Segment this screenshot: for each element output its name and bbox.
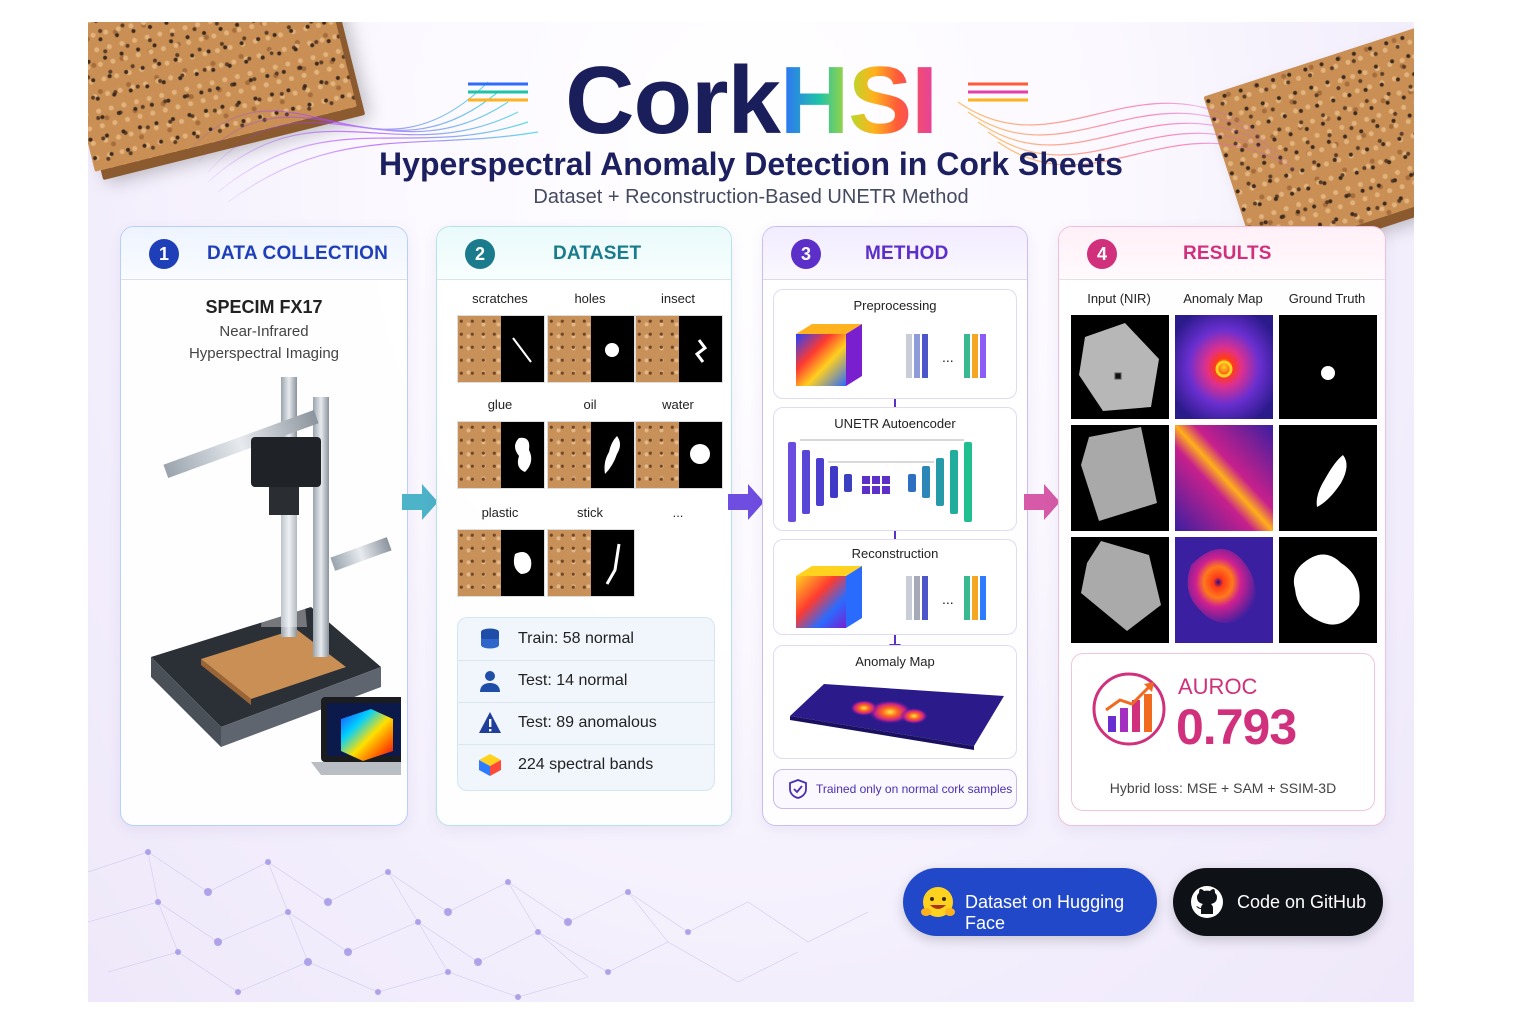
stat-row-train: Train: 58 normal: [458, 618, 714, 661]
stat-text: Train: 58 normal: [518, 630, 634, 647]
button-label: Dataset on Hugging Face: [965, 892, 1125, 933]
shield-check-icon: [789, 779, 807, 799]
stat-row-test-anomalous: Test: 89 anomalous: [458, 702, 714, 745]
panel-header: 4 RESULTS: [1059, 227, 1385, 280]
stat-row-bands: 224 spectral bands: [458, 744, 714, 786]
page-tagline: Dataset + Reconstruction-Based UNETR Met…: [533, 186, 969, 208]
defect-label: insect: [661, 291, 695, 306]
training-note: Trained only on normal cork samples: [773, 769, 1017, 809]
defect-thumbnail: [457, 529, 545, 597]
panel-title: METHOD: [865, 243, 949, 264]
warning-icon: [479, 712, 501, 733]
flow-arrow-3-icon: [1024, 484, 1060, 520]
results-panel: 4 RESULTS Input (NIR) Anomaly Map Ground…: [1058, 226, 1386, 826]
defect-label: stick: [577, 505, 603, 520]
dataset-panel: 2 DATASET scratches holes insect glue oi…: [436, 226, 732, 826]
database-icon: [481, 628, 499, 649]
step-label: Preprocessing: [853, 298, 937, 313]
training-note-text: Trained only on normal cork samples: [816, 782, 1013, 796]
hypercube-image: ...: [796, 324, 986, 386]
camera-subtitle-1: Near-Infrared: [219, 323, 309, 340]
unetr-architecture-diagram: [788, 439, 972, 522]
defect-thumbnail: [635, 421, 723, 489]
defect-label: glue: [487, 397, 513, 412]
column-header-anomaly-map: Anomaly Map: [1183, 291, 1263, 306]
reconstructed-hypercube-image: ...: [796, 566, 986, 628]
svg-text:...: ...: [942, 591, 954, 607]
cube-icon: [479, 754, 501, 776]
camera-model: SPECIM FX17: [205, 297, 323, 317]
defect-thumbnail: [635, 315, 723, 383]
stat-text: 224 spectral bands: [518, 756, 654, 773]
defect-label: plastic: [481, 505, 519, 520]
column-header-input: Input (NIR): [1087, 291, 1151, 306]
panel-title: RESULTS: [1183, 243, 1272, 264]
defect-thumbnail: [547, 421, 635, 489]
step-number-badge: 4: [1087, 239, 1117, 269]
metric-value: 0.793: [1176, 699, 1297, 755]
column-header-ground-truth: Ground Truth: [1288, 291, 1366, 306]
defect-label: oil: [583, 397, 597, 412]
step-label: Reconstruction: [851, 546, 939, 561]
dataset-stats-box: Train: 58 normal Test: 14 normal Test: 8…: [457, 617, 715, 791]
panel-header: 2 DATASET: [437, 227, 731, 280]
defect-label: scratches: [472, 291, 528, 306]
panel-header: 3 METHOD: [763, 227, 1027, 280]
button-label: Code on GitHub: [1237, 892, 1367, 912]
defect-label-more: ...: [672, 505, 684, 520]
stat-text: Test: 89 anomalous: [518, 714, 657, 731]
results-grid-image: [1071, 315, 1377, 643]
auroc-metric-card: AUROC 0.793 Hybrid loss: MSE + SAM + SSI…: [1071, 653, 1375, 811]
defect-thumbnail: [457, 421, 545, 489]
panel-header: 1 DATA COLLECTION: [121, 227, 407, 280]
reconstruction-step: Reconstruction ...: [773, 539, 1017, 635]
hyperspectral-rig-image: [151, 377, 401, 775]
stat-row-test-normal: Test: 14 normal: [458, 660, 714, 703]
defect-thumbnail: [457, 315, 545, 383]
network-dots-decoration: [88, 849, 869, 1000]
stat-text: Test: 14 normal: [518, 672, 628, 689]
step-number-badge: 1: [149, 239, 179, 269]
anomaly-map-step: Anomaly Map: [773, 645, 1017, 759]
svg-text:...: ...: [942, 349, 954, 365]
step-label: Anomaly Map: [855, 654, 935, 669]
metric-label: AUROC: [1178, 674, 1258, 699]
defect-label: water: [662, 397, 694, 412]
panel-title: DATASET: [553, 243, 642, 264]
method-panel: 3 METHOD Preprocessing ... UNETR Autoenc…: [762, 226, 1028, 826]
loss-description: Hybrid loss: MSE + SAM + SSIM-3D: [1109, 780, 1337, 796]
step-number-badge: 2: [465, 239, 495, 269]
camera-subtitle-2: Hyperspectral Imaging: [188, 345, 340, 362]
anomaly-map-image: [790, 684, 1004, 750]
user-icon: [480, 671, 500, 692]
logo-cork-text: Cork: [565, 47, 781, 154]
corkhsi-logo: CorkHSI: [88, 46, 1414, 156]
flow-arrow-2-icon: [728, 484, 764, 520]
defect-thumbnail: [547, 315, 635, 383]
code-github-button[interactable]: Code on GitHub: [1173, 868, 1383, 936]
step-number-badge: 3: [791, 239, 821, 269]
data-collection-panel: 1 DATA COLLECTION SPECIM FX17 Near-Infra…: [120, 226, 408, 826]
github-icon: [1191, 886, 1223, 918]
logo-hsi-text: HSI: [779, 47, 938, 154]
panel-title: DATA COLLECTION: [207, 243, 389, 264]
poster: CorkHSI Hyperspectral Anomaly Detection …: [88, 22, 1414, 1002]
growth-chart-icon: [1092, 672, 1166, 746]
spectral-waves-decoration: [187, 81, 1299, 203]
unetr-step: UNETR Autoencoder: [773, 407, 1017, 531]
step-label: UNETR Autoencoder: [834, 416, 956, 431]
hugging-face-icon: [921, 887, 955, 917]
page-subtitle: Hyperspectral Anomaly Detection in Cork …: [379, 146, 1123, 182]
preprocessing-step: Preprocessing ...: [773, 289, 1017, 399]
defect-label: holes: [574, 291, 606, 306]
defect-thumbnail: [547, 529, 635, 597]
dataset-huggingface-button[interactable]: Dataset on Hugging Face: [903, 868, 1157, 936]
flow-arrow-1-icon: [402, 484, 438, 520]
